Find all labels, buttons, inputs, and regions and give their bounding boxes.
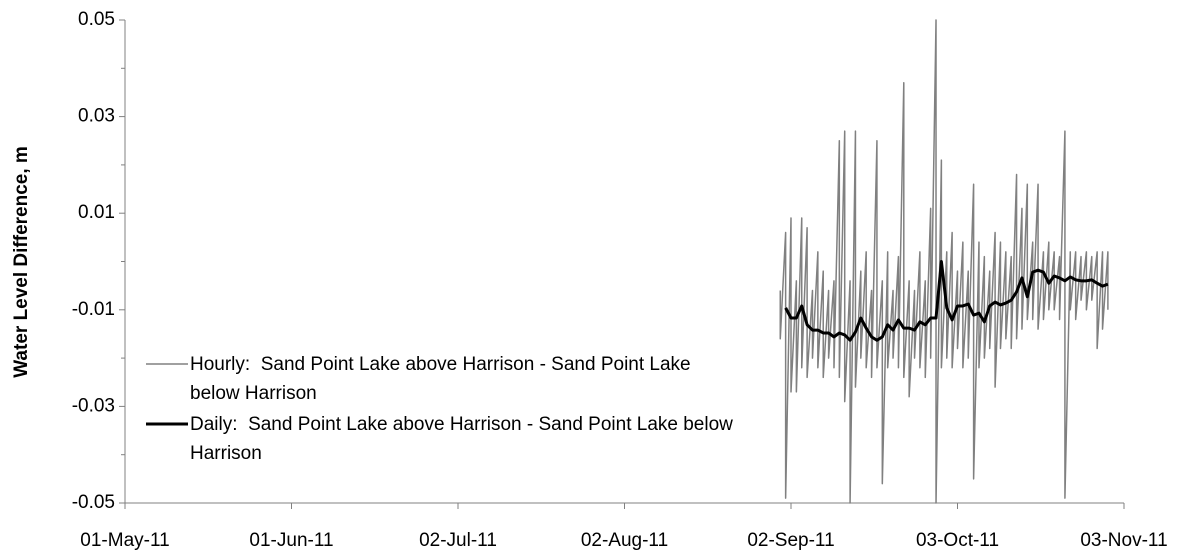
x-tick-label: 01-Jun-11 bbox=[249, 530, 333, 551]
y-tick-label: 0.01 bbox=[78, 202, 115, 223]
x-tick-label: 03-Nov-11 bbox=[1080, 530, 1167, 551]
series-line bbox=[784, 260, 1109, 342]
y-axis-label: Water Level Difference, m bbox=[11, 146, 32, 378]
x-tick-label: 01-May-11 bbox=[80, 530, 169, 551]
y-tick-label: -0.03 bbox=[72, 395, 115, 416]
x-tick-label: 02-Aug-11 bbox=[581, 530, 668, 551]
x-tick-label: 02-Sep-11 bbox=[747, 530, 834, 551]
legend-label: Hourly: Sand Point Lake above Harrison -… bbox=[190, 354, 696, 404]
y-tick-label: -0.05 bbox=[72, 492, 115, 513]
y-tick-label: 0.03 bbox=[78, 106, 115, 127]
legend-entry: Daily: Sand Point Lake above Harrison - … bbox=[144, 410, 745, 468]
legend-swatch bbox=[146, 363, 188, 365]
x-tick-label: 03-Oct-11 bbox=[916, 530, 999, 551]
y-tick-label: -0.01 bbox=[72, 299, 115, 320]
legend: Hourly: Sand Point Lake above Harrison -… bbox=[144, 350, 745, 470]
legend-swatch bbox=[146, 422, 188, 426]
series-line bbox=[779, 19, 1109, 504]
y-tick-label: 0.05 bbox=[78, 9, 115, 30]
legend-entry: Hourly: Sand Point Lake above Harrison -… bbox=[144, 350, 745, 408]
legend-label: Daily: Sand Point Lake above Harrison - … bbox=[190, 414, 739, 464]
x-tick-label: 02-Jul-11 bbox=[419, 530, 497, 551]
